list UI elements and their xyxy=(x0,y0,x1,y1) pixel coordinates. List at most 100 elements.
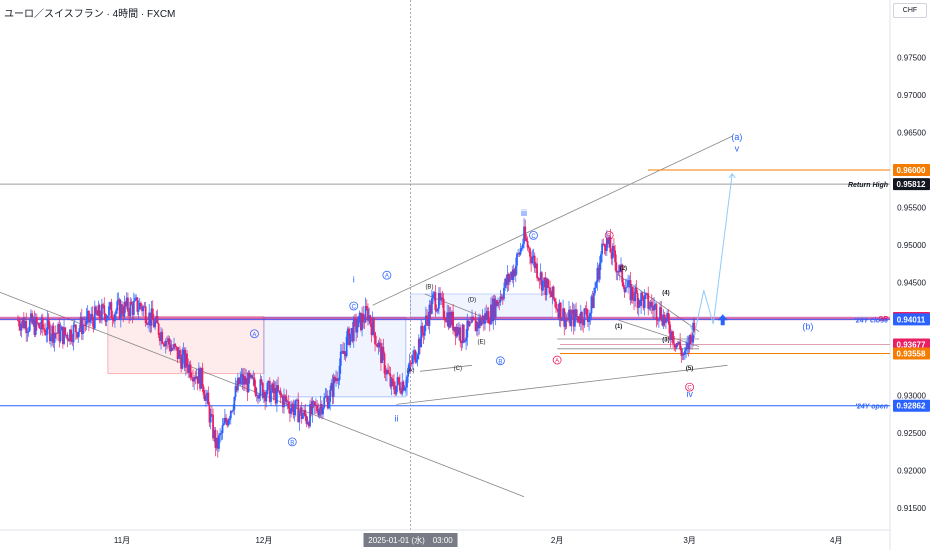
candle-body xyxy=(587,316,589,323)
candle-body xyxy=(693,322,696,336)
projection-arrowhead xyxy=(728,172,736,179)
candle-body xyxy=(432,294,434,299)
wave-label-ii: ii xyxy=(394,414,398,424)
candle-body xyxy=(297,399,300,423)
candle-body xyxy=(306,422,309,424)
wave-label-4: (4) xyxy=(662,291,669,297)
candle-body xyxy=(181,354,184,369)
candles-group xyxy=(17,218,696,458)
candle-body xyxy=(161,331,164,344)
candle-body xyxy=(223,417,226,424)
candle-body xyxy=(551,286,554,297)
candle-body xyxy=(102,304,104,306)
candle-body xyxy=(422,332,425,336)
candle-body xyxy=(391,378,394,382)
candle-body xyxy=(460,340,463,344)
candle-body xyxy=(169,344,172,351)
candle-body xyxy=(527,247,530,249)
candle-body xyxy=(601,243,603,255)
candle-body xyxy=(176,347,179,359)
candle-body xyxy=(228,418,231,420)
candle-body xyxy=(641,292,644,297)
candle-body xyxy=(356,327,359,333)
candle-body xyxy=(536,263,538,278)
candle-body xyxy=(531,258,534,264)
candle-body xyxy=(445,320,447,323)
candle-body xyxy=(170,347,173,351)
candle-body xyxy=(388,372,391,375)
candle-body xyxy=(89,319,91,323)
candle-body xyxy=(397,377,400,383)
wave-label-a: (a) xyxy=(731,132,742,142)
candle-body xyxy=(576,316,579,318)
candle-body xyxy=(390,378,393,387)
candle-body xyxy=(507,274,510,282)
candle-body xyxy=(440,297,443,300)
candle-body xyxy=(298,412,301,423)
candle-body xyxy=(339,351,342,366)
candle-body xyxy=(442,298,445,318)
y-tick-label: 0.92500 xyxy=(897,429,926,438)
candle-body xyxy=(187,365,190,373)
candle-body xyxy=(494,300,497,318)
candle-body xyxy=(219,433,222,436)
wave-circle-label-B: B xyxy=(607,234,611,240)
candle-body xyxy=(614,250,617,263)
candle-body xyxy=(93,306,96,329)
price-tag-caption: '24Y open xyxy=(855,404,888,411)
candle-body xyxy=(267,380,270,383)
candle-body xyxy=(485,313,488,320)
candle-body xyxy=(578,321,581,324)
candle-body xyxy=(401,381,404,394)
wave-label-iii: iii xyxy=(521,208,527,218)
candle-body xyxy=(466,320,469,338)
projection-path xyxy=(689,173,733,337)
candle-body xyxy=(480,320,483,326)
candle-body xyxy=(92,320,95,329)
candle-body xyxy=(58,324,61,342)
candle-body xyxy=(411,355,414,364)
candle-body xyxy=(46,319,49,335)
candle-body xyxy=(555,301,557,309)
candle-body xyxy=(255,395,258,396)
candle-body xyxy=(396,377,399,386)
price-tag-value: 0.93558 xyxy=(897,349,926,358)
candle-body xyxy=(27,330,30,332)
price-tag-bg xyxy=(893,178,930,191)
wave-label-v: v xyxy=(735,143,740,153)
candle-body xyxy=(521,243,524,248)
candle-body xyxy=(190,377,193,379)
candle-body xyxy=(490,304,492,325)
candle-body xyxy=(354,318,356,320)
wave-circle-label-C: C xyxy=(352,304,357,310)
candle-body xyxy=(629,280,632,301)
x-tick-label: 4月 xyxy=(830,536,842,545)
candle-body xyxy=(420,325,423,348)
candle-body xyxy=(581,312,583,324)
candle-body xyxy=(197,368,200,384)
candle-body xyxy=(239,377,242,385)
candle-body xyxy=(35,317,38,324)
candle-body xyxy=(338,365,341,380)
price-tag-bg xyxy=(893,347,930,360)
candle-body xyxy=(142,306,145,312)
candle-body xyxy=(409,362,412,364)
candle-body xyxy=(242,376,245,385)
wave-label-b: (b) xyxy=(802,321,813,331)
candle-body xyxy=(563,308,566,327)
candle-body xyxy=(472,317,475,320)
candle-body xyxy=(403,387,406,391)
candle-body xyxy=(371,318,374,336)
candle-body xyxy=(316,404,319,412)
candle-body xyxy=(653,305,656,311)
currency-button[interactable]: CHF xyxy=(893,3,927,18)
wave-circle-A xyxy=(552,355,562,365)
up-arrow-icon xyxy=(717,314,728,326)
candle-body xyxy=(214,429,217,448)
price-tag-value: 0.92862 xyxy=(897,402,926,411)
candle-body xyxy=(18,320,21,327)
candle-body xyxy=(639,300,641,306)
candle-body xyxy=(318,408,321,416)
